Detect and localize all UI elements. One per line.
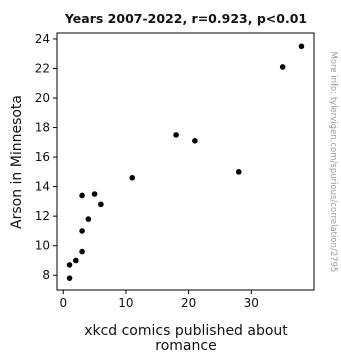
data-point — [79, 192, 85, 199]
x-tick-label: 0 — [59, 296, 67, 310]
x-tick-label: 20 — [181, 296, 196, 310]
data-point — [79, 248, 85, 255]
data-point — [129, 174, 136, 181]
x-axis: 0 10 20 30 — [59, 290, 259, 310]
x-tick-label: 30 — [244, 296, 259, 310]
data-point — [66, 275, 73, 281]
data-point — [173, 132, 179, 138]
y-axis: 8 10 12 14 16 18 20 22 24 — [35, 32, 57, 282]
plot-area-frame — [56, 32, 315, 291]
x-tick-label: 10 — [118, 296, 133, 310]
y-tick-label: 20 — [35, 91, 50, 105]
data-point — [192, 138, 198, 144]
y-tick-label: 8 — [42, 268, 50, 282]
data-point — [279, 64, 286, 70]
y-tick-label: 22 — [35, 61, 50, 75]
data-point — [235, 169, 242, 175]
y-tick-label: 16 — [35, 150, 50, 164]
data-point — [85, 216, 92, 222]
y-tick-label: 10 — [35, 239, 50, 253]
y-axis-label: Arson in Minnesota — [9, 95, 25, 229]
y-tick-label: 14 — [35, 180, 50, 194]
x-axis-label-line-1: xkcd comics published about — [84, 323, 288, 339]
y-tick-label: 12 — [35, 209, 50, 223]
chart-title: Years 2007-2022, r=0.923, p<0.01 — [64, 11, 307, 26]
data-point — [298, 43, 305, 50]
data-point — [66, 262, 73, 268]
y-tick-label: 18 — [35, 121, 50, 135]
watermark-text: More info: tylervigen.com/spurious/corre… — [328, 52, 338, 273]
data-points — [66, 43, 305, 281]
data-point — [73, 257, 79, 264]
x-axis-label-line-2: romance — [155, 338, 216, 354]
y-tick-label: 24 — [35, 32, 50, 46]
data-point — [79, 228, 85, 234]
data-point — [91, 191, 98, 197]
data-point — [98, 201, 104, 208]
